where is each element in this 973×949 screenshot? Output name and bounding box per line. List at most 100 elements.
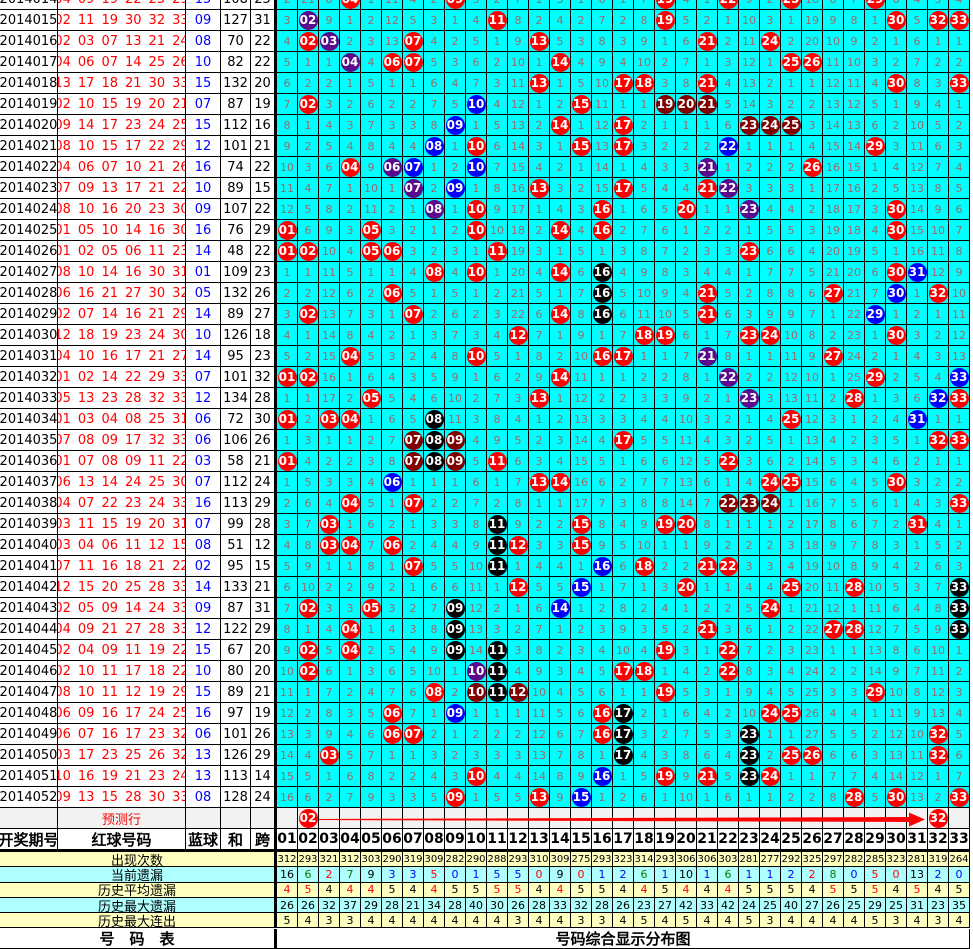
hit-ball: 24	[760, 325, 780, 345]
prediction-cell[interactable]	[823, 808, 844, 829]
blue-cell: 16	[186, 703, 221, 724]
stat-value: 1	[655, 867, 676, 883]
prediction-cell[interactable]: 02	[298, 808, 319, 829]
number-cell: 4	[928, 94, 949, 115]
prediction-cell[interactable]	[718, 808, 739, 829]
prediction-cell[interactable]	[886, 808, 907, 829]
prediction-cell[interactable]	[634, 808, 655, 829]
number-cell: 4	[319, 115, 340, 136]
number-cell: 3	[340, 220, 361, 241]
period-cell: 2014048	[0, 703, 58, 724]
prediction-cell[interactable]	[907, 808, 928, 829]
prediction-cell[interactable]	[697, 808, 718, 829]
number-cell: 1	[571, 598, 592, 619]
prediction-cell[interactable]	[613, 808, 634, 829]
stat-value: 4	[697, 913, 718, 929]
blue-cell: 15	[186, 0, 221, 10]
number-cell: 32	[928, 10, 949, 31]
number-cell: 33	[949, 577, 970, 598]
prediction-cell[interactable]	[571, 808, 592, 829]
hit-ball: 19	[655, 325, 675, 345]
number-cell: 4	[760, 682, 781, 703]
stat-value: 8	[823, 867, 844, 883]
sum-cell: 76	[221, 220, 251, 241]
stat-value: 37	[340, 897, 361, 914]
hit-ball: 14	[550, 598, 570, 618]
reds-cell: 010708091122	[58, 451, 186, 472]
prediction-cell[interactable]	[802, 808, 823, 829]
number-cell: 5	[760, 430, 781, 451]
prediction-cell[interactable]	[739, 808, 760, 829]
blue-cell: 06	[186, 724, 221, 745]
prediction-cell[interactable]	[382, 808, 403, 829]
prediction-blank	[0, 808, 58, 829]
number-cell: 10	[739, 10, 760, 31]
prediction-cell[interactable]	[949, 808, 970, 829]
prediction-cell[interactable]	[529, 808, 550, 829]
hit-ball: 10	[466, 766, 486, 786]
prediction-cell[interactable]	[865, 808, 886, 829]
number-cell: 4	[865, 451, 886, 472]
red-number: 19	[148, 642, 166, 658]
hit-ball: 16	[592, 703, 612, 723]
number-cell: 9	[361, 157, 382, 178]
hit-ball: 09	[445, 451, 465, 471]
number-cell: 8	[361, 556, 382, 577]
prediction-cell[interactable]	[466, 808, 487, 829]
table-row: 2014034010304082531067230012030416508113…	[0, 409, 973, 430]
number-cell: 4	[403, 388, 424, 409]
prediction-cell[interactable]	[403, 808, 424, 829]
number-cell: 3	[424, 325, 445, 346]
prediction-cell[interactable]	[508, 808, 529, 829]
prediction-cell[interactable]	[781, 808, 802, 829]
blue-cell: 10	[186, 325, 221, 346]
hit-ball: 08	[424, 409, 444, 429]
prediction-cell[interactable]	[424, 808, 445, 829]
number-cell: 2	[865, 409, 886, 430]
number-cell: 31	[907, 262, 928, 283]
number-cell: 2	[760, 535, 781, 556]
prediction-cell[interactable]	[844, 808, 865, 829]
reds-cell: 040607102126	[58, 157, 186, 178]
hit-ball: 01	[277, 409, 297, 429]
number-cell: 4	[445, 73, 466, 94]
header-number: 06	[382, 829, 403, 852]
number-cell: 7	[655, 472, 676, 493]
reds-cell: 040921272833	[58, 619, 186, 640]
prediction-cell[interactable]	[592, 808, 613, 829]
stat-value: 306	[676, 852, 697, 868]
prediction-cell[interactable]	[760, 808, 781, 829]
number-cell: 4	[361, 682, 382, 703]
number-cell: 11	[277, 682, 298, 703]
number-cell: 3	[886, 136, 907, 157]
number-cell: 1	[865, 10, 886, 31]
prediction-cell[interactable]: 32	[928, 808, 949, 829]
number-cell: 9	[613, 619, 634, 640]
prediction-cell[interactable]	[340, 808, 361, 829]
prediction-cell[interactable]	[487, 808, 508, 829]
number-cell: 2	[529, 115, 550, 136]
red-number: 04	[58, 159, 71, 175]
number-cell: 7	[445, 325, 466, 346]
prediction-cell[interactable]	[676, 808, 697, 829]
prediction-cell[interactable]	[319, 808, 340, 829]
number-cell: 1	[319, 52, 340, 73]
prediction-cell[interactable]	[550, 808, 571, 829]
prediction-cell[interactable]	[361, 808, 382, 829]
prediction-cell[interactable]	[445, 808, 466, 829]
stat-value: 5	[781, 882, 802, 898]
number-cell: 7	[571, 283, 592, 304]
prediction-cell[interactable]	[277, 808, 298, 829]
number-cell: 4	[718, 745, 739, 766]
prediction-cell[interactable]	[655, 808, 676, 829]
stat-value: 4	[403, 913, 424, 929]
number-cell: 1	[697, 787, 718, 808]
prediction-ball[interactable]: 02	[298, 808, 318, 828]
number-cell: 14	[844, 136, 865, 157]
number-cell: 1	[760, 619, 781, 640]
prediction-ball[interactable]: 32	[928, 808, 948, 828]
number-cell: 2	[634, 703, 655, 724]
reds-cell: 061314242530	[58, 472, 186, 493]
hit-ball: 30	[886, 73, 906, 93]
number-cell: 4	[550, 556, 571, 577]
